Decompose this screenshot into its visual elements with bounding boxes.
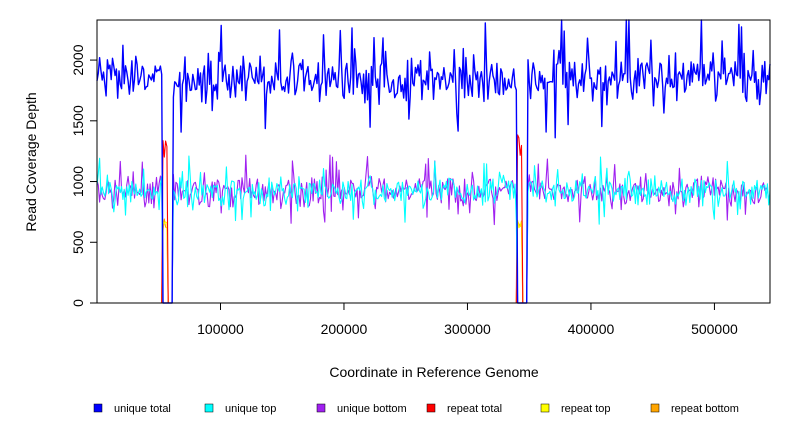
series-repeat-top	[97, 219, 770, 304]
x-tick-label: 200000	[321, 321, 368, 337]
series-unique-top	[96, 155, 771, 304]
legend-label-repeat-top: repeat top	[561, 403, 611, 415]
x-tick-label: 100000	[197, 321, 244, 337]
legend-label-repeat-bottom: repeat bottom	[671, 403, 739, 415]
series-repeat-bottom	[97, 218, 770, 304]
series-layer	[96, 19, 771, 304]
plot-frame	[96, 19, 771, 304]
legend-swatch-unique-top	[204, 403, 214, 413]
y-tick-label: 1000	[70, 166, 86, 197]
legend-label-unique-total: unique total	[114, 403, 171, 415]
legend-label-unique-bottom: unique bottom	[337, 403, 407, 415]
y-axis-label: Read Coverage Depth	[23, 92, 39, 231]
legend-label-unique-top: unique top	[225, 403, 276, 415]
y-tick-label: 0	[70, 299, 86, 307]
y-axis-ticks: 0 500 1000 1500 2000	[70, 44, 97, 307]
legend-swatch-repeat-bottom	[650, 403, 660, 413]
y-tick-label: 1500	[70, 105, 86, 136]
x-tick-label: 400000	[568, 321, 615, 337]
legend-swatch-unique-bottom	[316, 403, 326, 413]
x-tick-label: 300000	[444, 321, 491, 337]
x-tick-label: 500000	[691, 321, 738, 337]
series-repeat-total	[97, 134, 770, 304]
legend: unique total unique top unique bottom repea…	[93, 403, 739, 415]
legend-swatch-repeat-total	[426, 403, 436, 413]
y-tick-label: 2000	[70, 44, 86, 75]
legend-swatch-unique-total	[93, 403, 103, 413]
legend-swatch-repeat-top	[540, 403, 550, 413]
series-unique-bottom	[96, 154, 771, 304]
x-axis-ticks: 100000 200000 300000 400000 500000	[197, 303, 738, 337]
x-axis-label: Coordinate in Reference Genome	[329, 364, 539, 380]
legend-label-repeat-total: repeat total	[447, 403, 502, 415]
y-tick-label: 500	[70, 230, 86, 254]
series-unique-total	[96, 19, 771, 304]
